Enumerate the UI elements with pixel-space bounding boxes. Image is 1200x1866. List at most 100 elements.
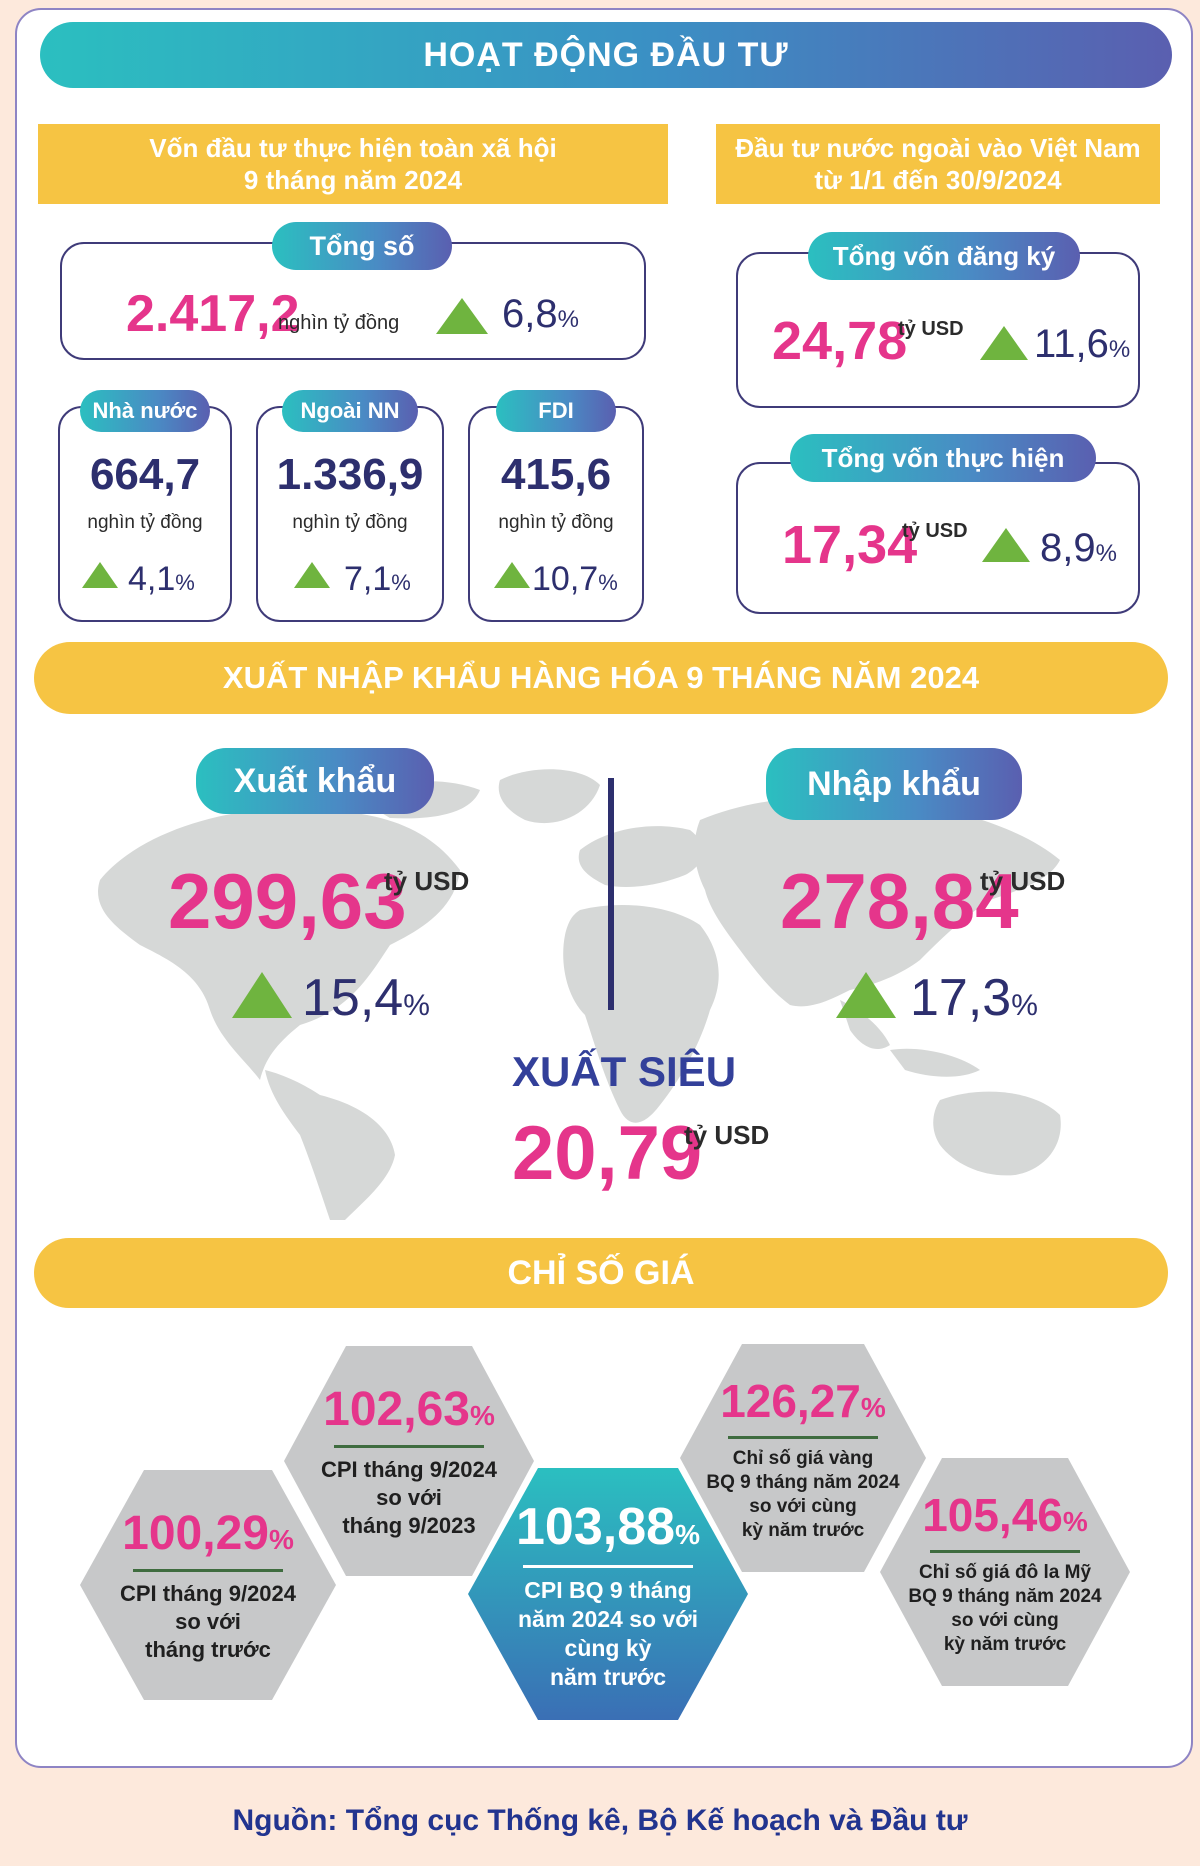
fdi-investment-change: 10,7%: [532, 560, 618, 599]
desc-line: CPI tháng 9/2024: [320, 1457, 498, 1482]
state-investment-change-value: 4,1: [128, 560, 176, 598]
surplus-unit: tỷ USD: [684, 1120, 770, 1150]
desc-line: tháng trước: [145, 1637, 271, 1662]
desc-line: kỳ năm trước: [943, 1633, 1067, 1655]
gold-price-value: 126,27%: [720, 1374, 886, 1428]
total-investment-value: 2.417,2: [126, 285, 300, 343]
fdi-investment-change-value: 10,7: [532, 560, 599, 598]
fdi-registered-label: Tổng vốn đăng ký: [808, 232, 1080, 280]
fdi-header: Đầu tư nước ngoài vào Việt Nam từ 1/1 đế…: [716, 124, 1160, 204]
up-arrow-icon: [294, 562, 330, 588]
fdi-disbursed-card: [736, 462, 1140, 614]
percent-sign: %: [598, 570, 618, 595]
percent-sign: %: [1062, 1505, 1088, 1537]
percent-sign: %: [1095, 540, 1117, 567]
desc-line: cùng kỳ: [564, 1634, 652, 1661]
up-arrow-icon: [836, 972, 896, 1018]
percent-sign: %: [175, 570, 195, 595]
cpi-avg-desc: CPI BQ 9 tháng năm 2024 so với cùng kỳ n…: [518, 1576, 698, 1692]
cpi-yoy-number: 102,63: [323, 1383, 470, 1436]
percent-sign: %: [403, 989, 430, 1022]
export-unit: tỷ USD: [384, 866, 470, 896]
gold-price-desc: Chỉ số giá vàng BQ 9 tháng năm 2024 so v…: [706, 1447, 899, 1543]
state-investment-value: 664,7: [89, 450, 201, 499]
gold-price-hex: 126,27% Chỉ số giá vàng BQ 9 tháng năm 2…: [680, 1344, 926, 1572]
desc-line: so với cùng: [749, 1495, 857, 1517]
fdi-registered-change: 11,6%: [1034, 322, 1130, 367]
cpi-yoy-desc: CPI tháng 9/2024 so với tháng 9/2023: [321, 1456, 497, 1540]
import-unit: tỷ USD: [980, 866, 1066, 896]
cpi-yoy-value: 102,63%: [323, 1382, 495, 1437]
page-title: HOẠT ĐỘNG ĐẦU TƯ: [40, 22, 1172, 88]
world-map-icon: [98, 769, 1061, 1220]
cpi-month-value: 100,29%: [122, 1506, 294, 1561]
export-change-value: 15,4: [302, 969, 404, 1027]
usd-price-hex: 105,46% Chỉ số giá đô la Mỹ BQ 9 tháng n…: [880, 1458, 1130, 1686]
gold-price-number: 126,27: [720, 1374, 861, 1427]
cpi-month-hex: 100,29% CPI tháng 9/2024 so với tháng tr…: [80, 1470, 336, 1700]
cpi-yoy-hex: 102,63% CPI tháng 9/2024 so với tháng 9/…: [284, 1346, 534, 1576]
investment-header-line1: Vốn đầu tư thực hiện toàn xã hội: [149, 133, 557, 163]
fdi-registered-unit: tỷ USD: [898, 318, 964, 340]
trade-divider: [608, 778, 614, 1010]
fdi-registered-change-value: 11,6: [1034, 322, 1109, 366]
percent-sign: %: [391, 570, 411, 595]
total-investment-unit: nghìn tỷ đồng: [278, 312, 400, 334]
fdi-disbursed-label: Tổng vốn thực hiện: [790, 434, 1096, 482]
desc-line: kỳ năm trước: [741, 1519, 865, 1541]
fdi-disbursed-change: 8,9%: [1040, 526, 1117, 571]
surplus-value: 20,79: [512, 1111, 703, 1196]
fdi-disbursed-unit: tỷ USD: [902, 520, 968, 542]
cpi-avg-hex: 103,88% CPI BQ 9 tháng năm 2024 so với c…: [468, 1468, 748, 1720]
total-investment-label: Tổng số: [272, 222, 452, 270]
investment-header: Vốn đầu tư thực hiện toàn xã hội 9 tháng…: [38, 124, 668, 204]
hex-divider: [523, 1564, 693, 1568]
up-arrow-icon: [82, 562, 118, 588]
cpi-avg-value: 103,88%: [516, 1497, 700, 1557]
fdi-header-line2: từ 1/1 đến 30/9/2024: [814, 165, 1062, 195]
up-arrow-icon: [980, 326, 1028, 360]
percent-sign: %: [1011, 989, 1038, 1022]
state-investment-unit: nghìn tỷ đồng: [87, 512, 203, 533]
up-arrow-icon: [982, 528, 1030, 562]
import-value: 278,84: [780, 857, 1019, 945]
state-investment-change: 4,1%: [128, 560, 195, 599]
import-change-value: 17,3: [910, 969, 1012, 1027]
desc-line: năm trước: [549, 1663, 667, 1690]
desc-line: BQ 9 tháng năm 2024: [908, 1585, 1102, 1607]
hex-divider: [728, 1435, 878, 1439]
fdi-investment-value: 415,6: [500, 450, 612, 499]
percent-sign: %: [1108, 336, 1131, 363]
state-investment-label: Nhà nước: [80, 390, 210, 432]
usd-price-value: 105,46%: [922, 1488, 1088, 1542]
hex-divider: [133, 1569, 283, 1572]
hex-divider: [334, 1445, 484, 1448]
fdi-header-line1: Đầu tư nước ngoài vào Việt Nam: [735, 133, 1141, 163]
import-change: 17,3%: [910, 968, 1038, 1028]
percent-sign: %: [469, 1400, 495, 1431]
desc-line: năm 2024 so với: [517, 1605, 698, 1632]
investment-header-line2: 9 tháng năm 2024: [243, 165, 463, 195]
cpi-month-number: 100,29: [122, 1507, 269, 1560]
percent-sign: %: [557, 306, 579, 333]
source-footer: Nguồn: Tổng cục Thống kê, Bộ Kế hoạch và…: [232, 1804, 968, 1837]
non-state-investment-unit: nghìn tỷ đồng: [292, 512, 408, 533]
desc-line: BQ 9 tháng năm 2024: [706, 1471, 900, 1493]
percent-sign: %: [675, 1518, 700, 1550]
desc-line: so với: [376, 1485, 442, 1510]
desc-line: CPI tháng 9/2024: [119, 1581, 297, 1606]
export-label: Xuất khẩu: [196, 748, 434, 814]
percent-sign: %: [860, 1391, 886, 1423]
state-investment-card: [58, 406, 232, 622]
export-change: 15,4%: [302, 968, 430, 1028]
surplus-label: XUẤT SIÊU: [512, 1048, 737, 1095]
up-arrow-icon: [232, 972, 292, 1018]
usd-price-desc: Chỉ số giá đô la Mỹ BQ 9 tháng năm 2024 …: [908, 1561, 1101, 1657]
import-label: Nhập khẩu: [766, 748, 1022, 820]
desc-line: CPI BQ 9 tháng: [524, 1576, 692, 1603]
cpi-avg-number: 103,88: [516, 1497, 676, 1556]
hex-divider: [930, 1549, 1080, 1553]
usd-price-number: 105,46: [922, 1488, 1063, 1541]
up-arrow-icon: [494, 562, 530, 588]
trade-header: XUẤT NHẬP KHẨU HÀNG HÓA 9 THÁNG NĂM 2024: [34, 642, 1168, 714]
